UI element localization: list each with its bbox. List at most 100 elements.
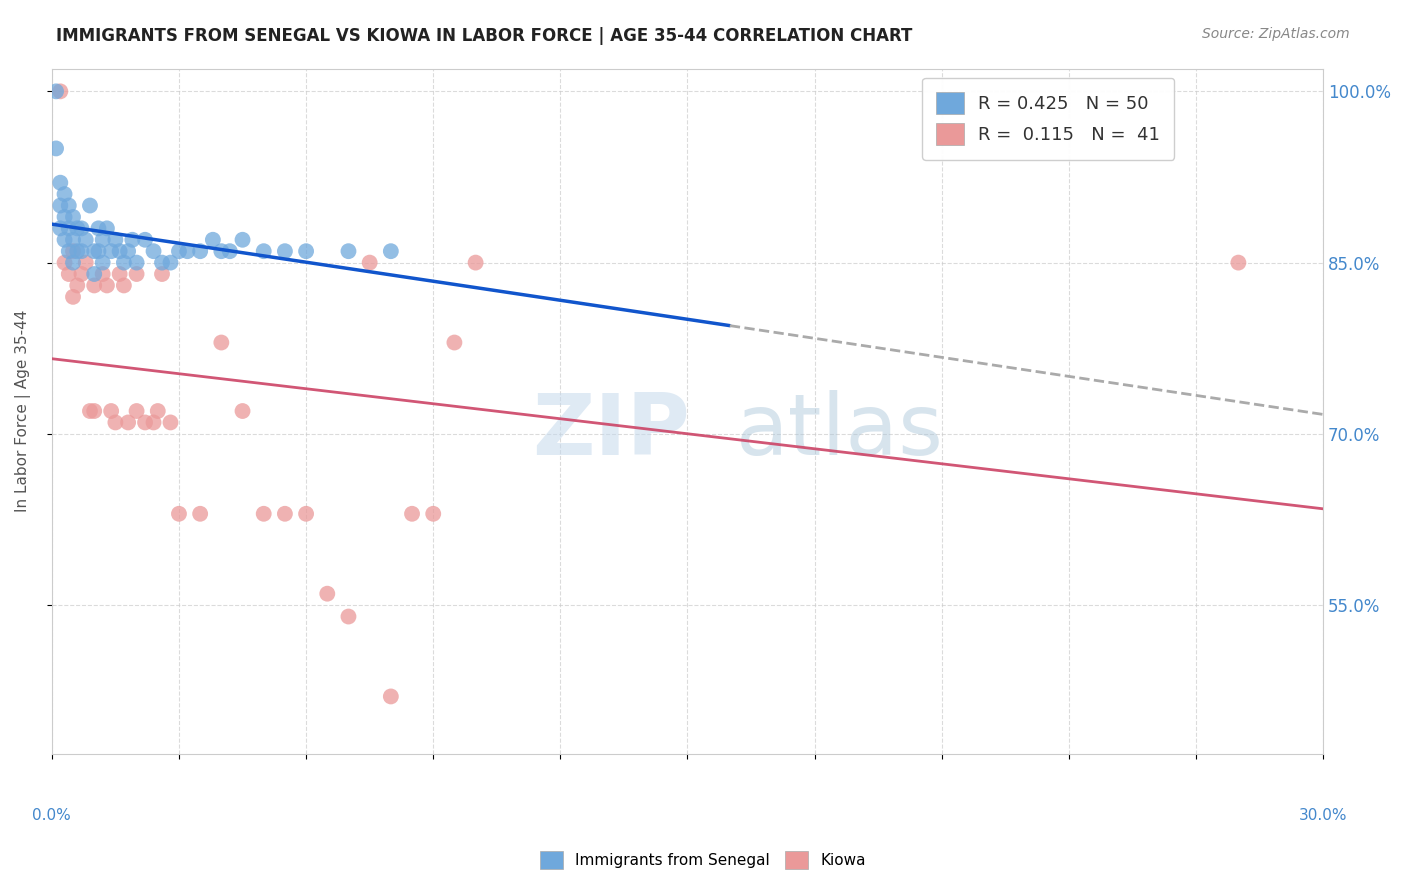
Point bbox=[75, 233, 97, 247]
Point bbox=[125, 404, 148, 418]
Point bbox=[83, 278, 105, 293]
Text: atlas: atlas bbox=[737, 390, 943, 473]
Point bbox=[83, 267, 105, 281]
Point bbox=[100, 404, 122, 418]
Point bbox=[53, 255, 76, 269]
Point bbox=[380, 244, 402, 259]
Point bbox=[91, 267, 114, 281]
Point bbox=[337, 244, 360, 259]
Point bbox=[274, 244, 297, 259]
Legend: Immigrants from Senegal, Kiowa: Immigrants from Senegal, Kiowa bbox=[534, 845, 872, 875]
Point bbox=[253, 244, 276, 259]
Point bbox=[49, 198, 72, 212]
Point bbox=[96, 221, 118, 235]
Point bbox=[87, 221, 110, 235]
Text: IMMIGRANTS FROM SENEGAL VS KIOWA IN LABOR FORCE | AGE 35-44 CORRELATION CHART: IMMIGRANTS FROM SENEGAL VS KIOWA IN LABO… bbox=[56, 27, 912, 45]
Point bbox=[62, 210, 84, 224]
Point bbox=[70, 221, 93, 235]
Text: Source: ZipAtlas.com: Source: ZipAtlas.com bbox=[1202, 27, 1350, 41]
Point bbox=[83, 244, 105, 259]
Point bbox=[117, 416, 139, 430]
Point bbox=[117, 244, 139, 259]
Point bbox=[53, 233, 76, 247]
Point bbox=[231, 233, 253, 247]
Point bbox=[274, 507, 297, 521]
Point bbox=[422, 507, 444, 521]
Point bbox=[401, 507, 423, 521]
Point bbox=[100, 244, 122, 259]
Y-axis label: In Labor Force | Age 35-44: In Labor Force | Age 35-44 bbox=[15, 310, 31, 512]
Point bbox=[45, 84, 67, 98]
Point bbox=[58, 244, 80, 259]
Point bbox=[176, 244, 198, 259]
Point bbox=[58, 221, 80, 235]
Point bbox=[209, 335, 232, 350]
Point bbox=[209, 244, 232, 259]
Point bbox=[125, 267, 148, 281]
Point bbox=[464, 255, 486, 269]
Point bbox=[49, 84, 72, 98]
Point bbox=[295, 244, 318, 259]
Point bbox=[79, 404, 101, 418]
Point bbox=[134, 233, 156, 247]
Point bbox=[142, 416, 165, 430]
Point bbox=[45, 141, 67, 155]
Point bbox=[253, 507, 276, 521]
Text: ZIP: ZIP bbox=[533, 390, 690, 473]
Point bbox=[58, 267, 80, 281]
Point bbox=[359, 255, 381, 269]
Point bbox=[62, 233, 84, 247]
Point bbox=[75, 255, 97, 269]
Point bbox=[53, 187, 76, 202]
Point bbox=[1227, 255, 1250, 269]
Point bbox=[70, 267, 93, 281]
Point bbox=[146, 404, 169, 418]
Point bbox=[87, 244, 110, 259]
Point bbox=[108, 244, 131, 259]
Point bbox=[167, 507, 190, 521]
Point bbox=[104, 416, 127, 430]
Point bbox=[49, 221, 72, 235]
Point bbox=[108, 267, 131, 281]
Point bbox=[134, 416, 156, 430]
Point bbox=[337, 609, 360, 624]
Point bbox=[159, 255, 181, 269]
Point bbox=[201, 233, 224, 247]
Point bbox=[62, 290, 84, 304]
Legend: R = 0.425   N = 50, R =  0.115   N =  41: R = 0.425 N = 50, R = 0.115 N = 41 bbox=[922, 78, 1174, 160]
Point bbox=[443, 335, 465, 350]
Point bbox=[66, 221, 89, 235]
Point bbox=[49, 176, 72, 190]
Point bbox=[295, 507, 318, 521]
Point bbox=[188, 244, 211, 259]
Point bbox=[121, 233, 143, 247]
Point bbox=[70, 244, 93, 259]
Point bbox=[66, 244, 89, 259]
Point bbox=[142, 244, 165, 259]
Point bbox=[218, 244, 240, 259]
Point bbox=[53, 210, 76, 224]
Text: 0.0%: 0.0% bbox=[32, 808, 72, 823]
Point bbox=[316, 587, 339, 601]
Point bbox=[83, 404, 105, 418]
Point bbox=[62, 244, 84, 259]
Point bbox=[104, 233, 127, 247]
Point bbox=[112, 278, 135, 293]
Point bbox=[58, 198, 80, 212]
Point bbox=[91, 255, 114, 269]
Point bbox=[125, 255, 148, 269]
Point bbox=[91, 233, 114, 247]
Point bbox=[380, 690, 402, 704]
Point bbox=[150, 267, 173, 281]
Point bbox=[112, 255, 135, 269]
Point bbox=[79, 198, 101, 212]
Text: 30.0%: 30.0% bbox=[1299, 808, 1347, 823]
Point bbox=[96, 278, 118, 293]
Point bbox=[62, 255, 84, 269]
Point bbox=[231, 404, 253, 418]
Point bbox=[188, 507, 211, 521]
Point bbox=[66, 278, 89, 293]
Point bbox=[167, 244, 190, 259]
Point bbox=[150, 255, 173, 269]
Point bbox=[159, 416, 181, 430]
